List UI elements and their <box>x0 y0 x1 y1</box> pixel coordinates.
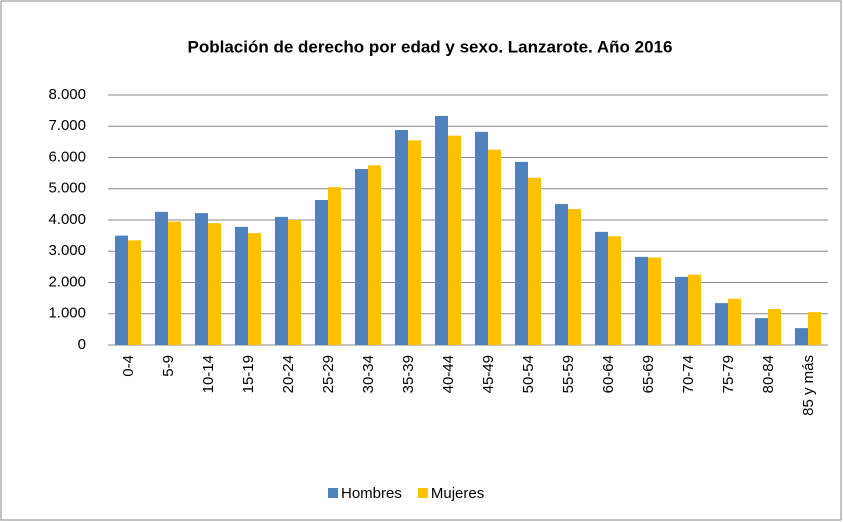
bar <box>248 233 261 345</box>
x-tick-label: 75-79 <box>720 355 737 393</box>
bar <box>435 115 448 345</box>
x-tick-label: 85 y más <box>800 355 817 416</box>
bar <box>328 187 341 345</box>
bar <box>475 131 488 345</box>
y-tick-label: 2.000 <box>48 273 86 290</box>
bar <box>208 223 221 345</box>
bar <box>368 165 381 345</box>
bar <box>128 240 141 345</box>
x-tick-label: 15-19 <box>240 355 257 393</box>
x-tick-label: 65-69 <box>640 355 657 393</box>
x-tick-label: 35-39 <box>400 355 417 393</box>
x-tick-label: 40-44 <box>440 355 457 393</box>
bar <box>155 211 168 345</box>
bar <box>808 312 821 345</box>
bar <box>568 209 581 345</box>
x-tick-label: 45-49 <box>480 355 497 393</box>
x-tick-label: 55-59 <box>560 355 577 393</box>
bar <box>235 226 248 345</box>
x-tick-label: 5-9 <box>160 355 177 377</box>
bar <box>728 298 741 345</box>
bar <box>608 236 621 345</box>
bar <box>595 231 608 345</box>
bar <box>688 274 701 345</box>
bar <box>675 276 688 345</box>
y-tick-label: 7.000 <box>48 117 86 134</box>
y-tick-label: 8.000 <box>48 86 86 103</box>
y-tick-label: 3.000 <box>48 242 86 259</box>
legend-swatch <box>328 488 338 498</box>
x-tick-label: 25-29 <box>320 355 337 393</box>
bar <box>488 149 501 345</box>
x-tick-label: 60-64 <box>600 355 617 393</box>
bar <box>115 235 128 345</box>
bar <box>755 318 768 345</box>
legend-swatch <box>417 488 428 498</box>
bar <box>355 169 368 345</box>
bar <box>515 161 528 345</box>
x-tick-label: 30-34 <box>360 355 377 393</box>
y-tick-label: 6.000 <box>48 148 86 165</box>
bar <box>768 309 781 345</box>
legend-label: Mujeres <box>431 485 484 502</box>
y-tick-label: 1.000 <box>48 305 86 322</box>
bar <box>648 257 661 345</box>
bar <box>168 221 181 345</box>
x-tick-label: 80-84 <box>760 355 777 393</box>
x-tick-label: 0-4 <box>120 355 137 377</box>
x-tick-label: 20-24 <box>280 355 297 393</box>
bar <box>275 216 288 345</box>
bar <box>555 204 568 345</box>
legend-label: Hombres <box>341 485 402 502</box>
bar <box>195 213 208 345</box>
x-tick-label: 50-54 <box>520 355 537 393</box>
bar <box>408 140 421 345</box>
bar <box>315 200 328 345</box>
bar <box>448 135 461 345</box>
y-tick-label: 0 <box>78 336 86 353</box>
bar <box>635 256 648 345</box>
bar <box>795 328 808 345</box>
bar <box>715 303 728 345</box>
bar <box>395 130 408 345</box>
bar <box>288 220 301 345</box>
bar <box>528 177 541 345</box>
y-tick-label: 5.000 <box>48 180 86 197</box>
x-tick-label: 10-14 <box>200 355 217 393</box>
y-tick-label: 4.000 <box>48 211 86 228</box>
x-tick-label: 70-74 <box>680 355 697 393</box>
chart-title: Población de derecho por edad y sexo. La… <box>188 37 673 56</box>
